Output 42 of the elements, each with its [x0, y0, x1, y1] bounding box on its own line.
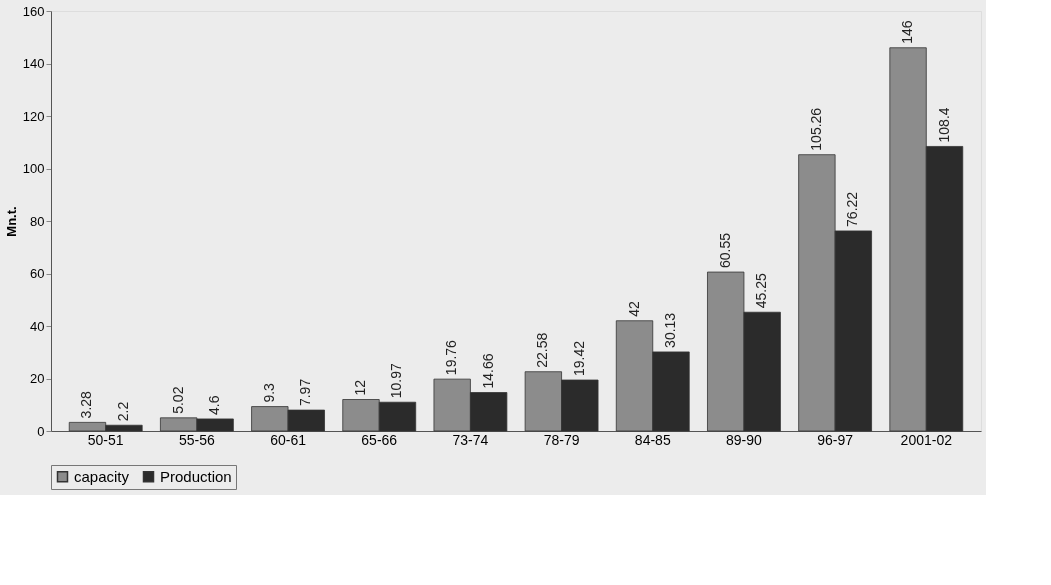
- data-label: 7.97: [297, 378, 314, 407]
- data-label: 30.13: [662, 312, 678, 348]
- y-axis-title: Mn.t.: [3, 206, 19, 237]
- x-tick-label: 2001-02: [900, 431, 953, 448]
- data-label: 19.42: [570, 340, 587, 377]
- y-tick-label: 20: [30, 371, 45, 386]
- x-tick-label: 60-61: [270, 431, 307, 448]
- data-label: 146: [899, 20, 916, 44]
- data-label: 45.25: [753, 272, 770, 309]
- y-tick-label: 0: [37, 423, 45, 439]
- data-label: 10.97: [388, 362, 405, 399]
- y-tick-label: 40: [30, 318, 45, 334]
- y-tick-label: 80: [30, 213, 45, 229]
- data-label: 12: [352, 379, 368, 396]
- data-label: 108.4: [935, 107, 952, 143]
- data-label: 9.3: [260, 382, 277, 403]
- data-label: 60.55: [716, 232, 733, 269]
- data-label: 4.6: [206, 395, 223, 415]
- x-tick-label: 78-79: [543, 431, 580, 448]
- x-tick-label: 65-66: [361, 431, 398, 448]
- data-label: 42: [625, 300, 642, 317]
- data-label: 105.26: [807, 107, 824, 151]
- data-label: 76.22: [844, 191, 861, 227]
- legend-label: Production: [160, 467, 232, 485]
- legend-label: capacity: [74, 467, 130, 485]
- data-label: 3.28: [78, 390, 95, 419]
- x-tick-label: 73-74: [452, 431, 489, 448]
- y-tick-label: 100: [22, 161, 45, 176]
- data-label: 19.76: [443, 339, 460, 376]
- x-tick-label: 55-56: [178, 431, 215, 448]
- data-label: 5.02: [169, 386, 186, 414]
- y-tick-label: 120: [22, 108, 45, 124]
- y-tick-label: 160: [22, 3, 45, 19]
- x-tick-label: 89-90: [726, 431, 763, 448]
- x-tick-label: 50-51: [87, 431, 124, 448]
- y-tick-label: 140: [22, 56, 45, 71]
- x-tick-label: 84-85: [634, 431, 671, 448]
- data-label: 2.2: [114, 401, 131, 422]
- data-label: 22.58: [534, 332, 551, 368]
- y-tick-label: 60: [30, 266, 45, 281]
- x-tick-label: 96-97: [817, 431, 854, 448]
- data-label: 14.66: [479, 353, 496, 389]
